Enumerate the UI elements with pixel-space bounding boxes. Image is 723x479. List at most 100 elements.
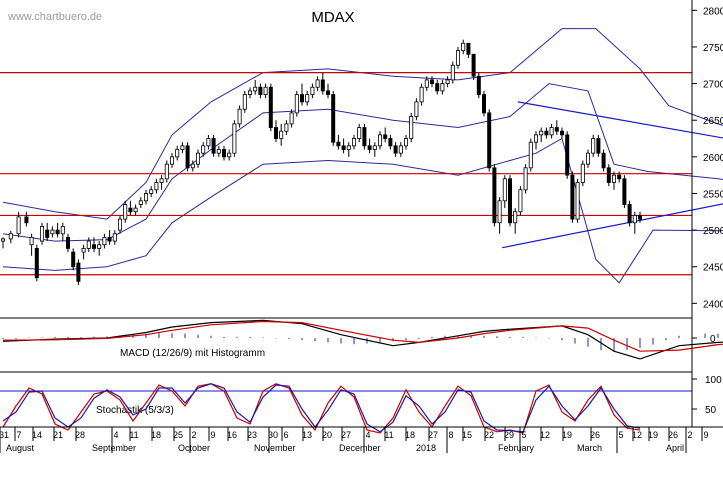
trend-line: [517, 101, 723, 139]
candle-body: [507, 178, 512, 224]
candle-body: [81, 248, 86, 253]
x-day-label: 12: [632, 430, 642, 440]
watermark: www.chartbuero.de: [7, 11, 102, 23]
candle-body: [253, 86, 258, 92]
candle-body: [247, 90, 252, 95]
chart-title: MDAX: [311, 9, 354, 26]
candle-body: [487, 112, 492, 169]
candle-body: [128, 207, 133, 213]
candle-body: [133, 207, 138, 213]
candle-body: [398, 145, 403, 154]
candle-body: [284, 123, 289, 132]
candle-body: [185, 145, 190, 169]
candle-body: [627, 204, 632, 224]
x-day-label: 18: [405, 430, 415, 440]
x-day-label: 19: [562, 430, 572, 440]
candle-body: [440, 83, 445, 92]
candle-body: [242, 94, 247, 110]
candle-body: [476, 75, 481, 95]
panel-frames: [0, 0, 723, 428]
x-day-label: 11: [129, 430, 138, 440]
candle-body: [216, 149, 221, 154]
candle-body: [565, 134, 570, 176]
candle-body: [112, 233, 117, 242]
x-day-label: 26: [590, 430, 600, 440]
candle-body: [154, 182, 159, 191]
candle-body: [539, 130, 544, 136]
candle-body: [180, 145, 185, 150]
x-day-label: 16: [227, 430, 237, 440]
candle-body: [71, 251, 76, 268]
candle-body: [258, 86, 263, 95]
x-day-label: 19: [648, 430, 658, 440]
candle-body: [346, 145, 351, 150]
x-month-label: February: [498, 443, 535, 453]
x-day-label: 28: [75, 430, 85, 440]
stochastic-k-line: [2, 383, 641, 434]
candle-body: [372, 145, 377, 150]
x-day-label: 30: [268, 430, 278, 440]
price-y-tick-label: 25000: [703, 226, 723, 237]
candle-body: [107, 237, 112, 242]
candle-body: [455, 50, 460, 66]
x-day-label: 9: [210, 430, 215, 440]
x-day-label: 12: [540, 430, 550, 440]
candle-body: [341, 145, 346, 150]
candle-body: [481, 94, 486, 114]
price-y-tick-label: 24000: [703, 299, 723, 310]
candle-body: [502, 178, 507, 202]
x-day-label: 23: [247, 430, 257, 440]
bollinger-bands: [2, 28, 723, 284]
x-day-label: 26: [668, 430, 678, 440]
candle-body: [466, 42, 471, 55]
candle-body: [591, 138, 596, 154]
x-day-label: 9: [703, 430, 708, 440]
x-day-label: 27: [428, 430, 438, 440]
candle-body: [195, 152, 200, 165]
price-y-axis: 24000 24500 25000 25500 26000 26500 27000 27500…: [703, 6, 723, 310]
trend-lines: [502, 101, 723, 249]
stochastic-label: Stochastik (5/3/3): [96, 405, 174, 416]
candle-body: [575, 182, 580, 220]
candle-body: [227, 152, 232, 158]
candle-body: [377, 134, 382, 147]
x-month-label: October: [178, 443, 210, 453]
candle-body: [206, 138, 211, 147]
candle-body: [554, 127, 559, 132]
price-y-tick-label: 26000: [703, 153, 723, 164]
candle-body: [622, 178, 627, 205]
x-day-label: 5: [521, 430, 526, 440]
candle-body: [560, 130, 565, 136]
candle-body: [305, 94, 310, 103]
x-day-label: 7: [16, 430, 21, 440]
candle-body: [237, 108, 242, 125]
candle-body: [16, 216, 21, 235]
candle-body: [570, 174, 575, 220]
candle-body: [294, 94, 299, 114]
candle-body: [310, 86, 315, 95]
candle-body: [534, 134, 539, 143]
candle-body: [388, 138, 393, 147]
candle-body: [450, 64, 455, 81]
candle-body: [66, 237, 71, 249]
x-day-label: 22: [484, 430, 494, 440]
x-month-label: March: [577, 443, 602, 453]
x-day-label: 27: [341, 430, 351, 440]
candle-body: [638, 215, 643, 220]
x-day-label: 15: [462, 430, 472, 440]
candle-body: [279, 130, 284, 139]
candle-body: [544, 130, 549, 136]
candle-body: [138, 200, 143, 205]
candle-body: [445, 79, 450, 84]
candle-body: [606, 167, 611, 183]
candle-body: [336, 141, 341, 147]
candle-body: [86, 240, 91, 249]
candle-body: [632, 215, 637, 224]
candle-body: [118, 218, 123, 231]
candle-body: [414, 101, 419, 117]
candle-body: [45, 229, 50, 238]
x-day-label: 21: [53, 430, 63, 440]
price-y-tick-label: 27500: [703, 43, 723, 54]
